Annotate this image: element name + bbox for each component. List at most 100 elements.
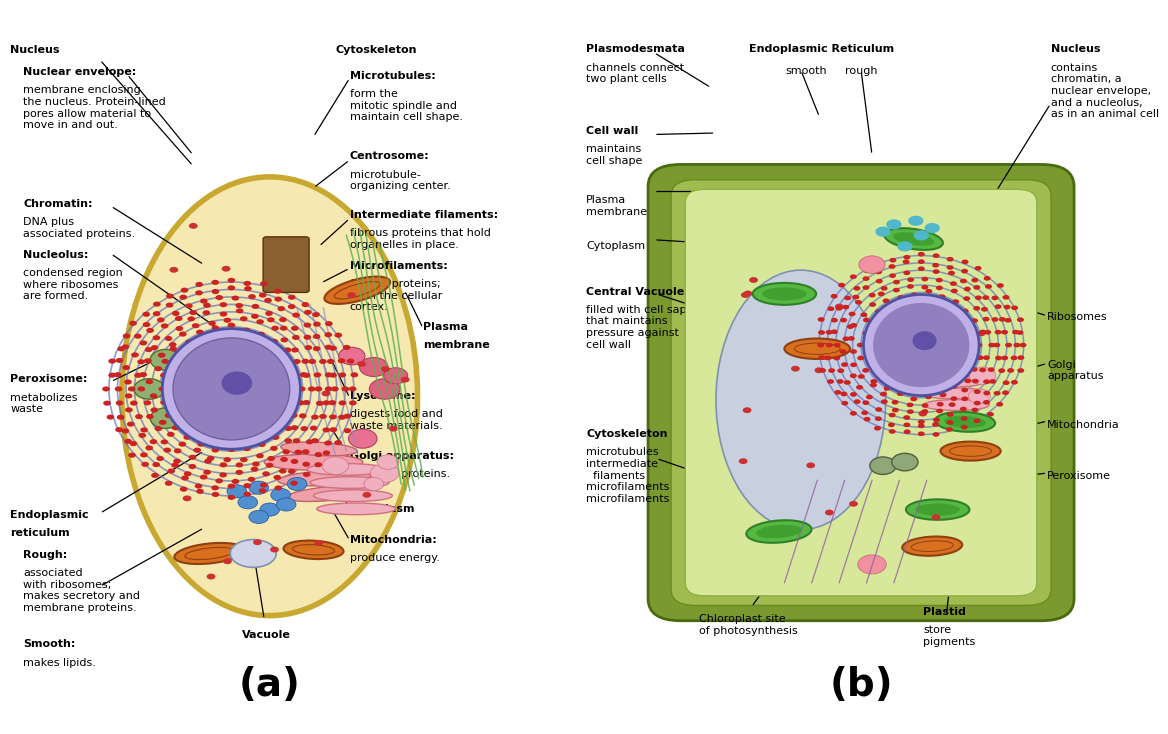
Circle shape [303, 400, 311, 405]
Circle shape [169, 267, 179, 273]
Circle shape [869, 302, 876, 307]
Circle shape [274, 485, 283, 490]
Circle shape [855, 300, 862, 305]
Text: channels connect
two plant cells: channels connect two plant cells [586, 63, 684, 84]
Text: (b): (b) [829, 666, 892, 704]
Circle shape [357, 361, 366, 367]
Circle shape [189, 223, 197, 229]
Circle shape [231, 296, 239, 301]
Circle shape [850, 411, 857, 415]
Circle shape [982, 295, 989, 300]
Circle shape [146, 414, 154, 419]
Circle shape [314, 452, 322, 457]
Circle shape [109, 373, 116, 378]
Circle shape [194, 448, 201, 453]
Circle shape [313, 334, 320, 339]
Circle shape [322, 451, 331, 456]
Circle shape [290, 481, 298, 486]
Text: Cell wall: Cell wall [586, 126, 639, 136]
Circle shape [1017, 368, 1024, 373]
Circle shape [222, 266, 230, 272]
Circle shape [165, 413, 172, 418]
Circle shape [310, 426, 318, 431]
Circle shape [157, 317, 165, 322]
Circle shape [972, 379, 979, 383]
Circle shape [223, 318, 231, 323]
FancyBboxPatch shape [263, 237, 310, 292]
Ellipse shape [752, 283, 816, 305]
Circle shape [325, 372, 333, 377]
Circle shape [243, 446, 251, 451]
Circle shape [946, 420, 953, 425]
Circle shape [904, 429, 911, 434]
Circle shape [256, 319, 264, 324]
Circle shape [857, 555, 887, 574]
Circle shape [348, 429, 377, 448]
Circle shape [297, 400, 305, 405]
Ellipse shape [763, 287, 807, 300]
Circle shape [1003, 305, 1010, 310]
Circle shape [1017, 317, 1024, 322]
Ellipse shape [121, 177, 417, 616]
Circle shape [319, 359, 327, 364]
Circle shape [167, 468, 175, 473]
Circle shape [891, 454, 918, 470]
Ellipse shape [307, 464, 385, 475]
Circle shape [1011, 305, 1018, 310]
Circle shape [854, 286, 861, 291]
Circle shape [819, 368, 826, 373]
Circle shape [258, 442, 265, 447]
Circle shape [279, 468, 286, 473]
Circle shape [236, 462, 243, 468]
Circle shape [252, 462, 259, 467]
Circle shape [127, 421, 134, 426]
Circle shape [862, 276, 869, 281]
Circle shape [842, 336, 849, 341]
Circle shape [173, 459, 181, 464]
Circle shape [936, 277, 943, 283]
Circle shape [144, 358, 152, 363]
Circle shape [183, 435, 192, 440]
Circle shape [200, 299, 208, 304]
Circle shape [932, 253, 939, 258]
Circle shape [883, 299, 890, 303]
Ellipse shape [286, 485, 374, 501]
Circle shape [249, 510, 269, 523]
Circle shape [123, 333, 131, 338]
Ellipse shape [874, 303, 969, 387]
Circle shape [828, 368, 835, 373]
Circle shape [843, 380, 850, 385]
Text: (a): (a) [238, 666, 300, 704]
Ellipse shape [863, 294, 979, 396]
Circle shape [204, 459, 211, 464]
Circle shape [1007, 368, 1014, 373]
Ellipse shape [174, 543, 244, 564]
Text: Cytoplasm: Cytoplasm [349, 504, 415, 514]
Circle shape [875, 407, 882, 412]
Circle shape [841, 363, 848, 367]
Circle shape [939, 393, 946, 397]
Circle shape [157, 456, 164, 461]
Circle shape [153, 335, 160, 341]
Circle shape [236, 470, 243, 475]
Circle shape [961, 396, 968, 401]
Circle shape [241, 457, 248, 462]
Circle shape [322, 427, 331, 432]
Text: Cytoplasm: Cytoplasm [586, 241, 645, 251]
Text: digests food and
waste materials.: digests food and waste materials. [349, 410, 443, 431]
Circle shape [819, 355, 826, 360]
Ellipse shape [264, 454, 363, 470]
Circle shape [305, 345, 312, 350]
Circle shape [889, 413, 896, 418]
Circle shape [791, 366, 800, 371]
Circle shape [830, 330, 837, 334]
Circle shape [889, 273, 896, 278]
Circle shape [974, 418, 981, 423]
Circle shape [857, 343, 864, 347]
Circle shape [883, 386, 890, 390]
Circle shape [140, 452, 147, 457]
Circle shape [834, 343, 841, 347]
Circle shape [167, 432, 174, 437]
Circle shape [908, 277, 915, 282]
Text: Nucleolus:: Nucleolus: [23, 250, 89, 260]
